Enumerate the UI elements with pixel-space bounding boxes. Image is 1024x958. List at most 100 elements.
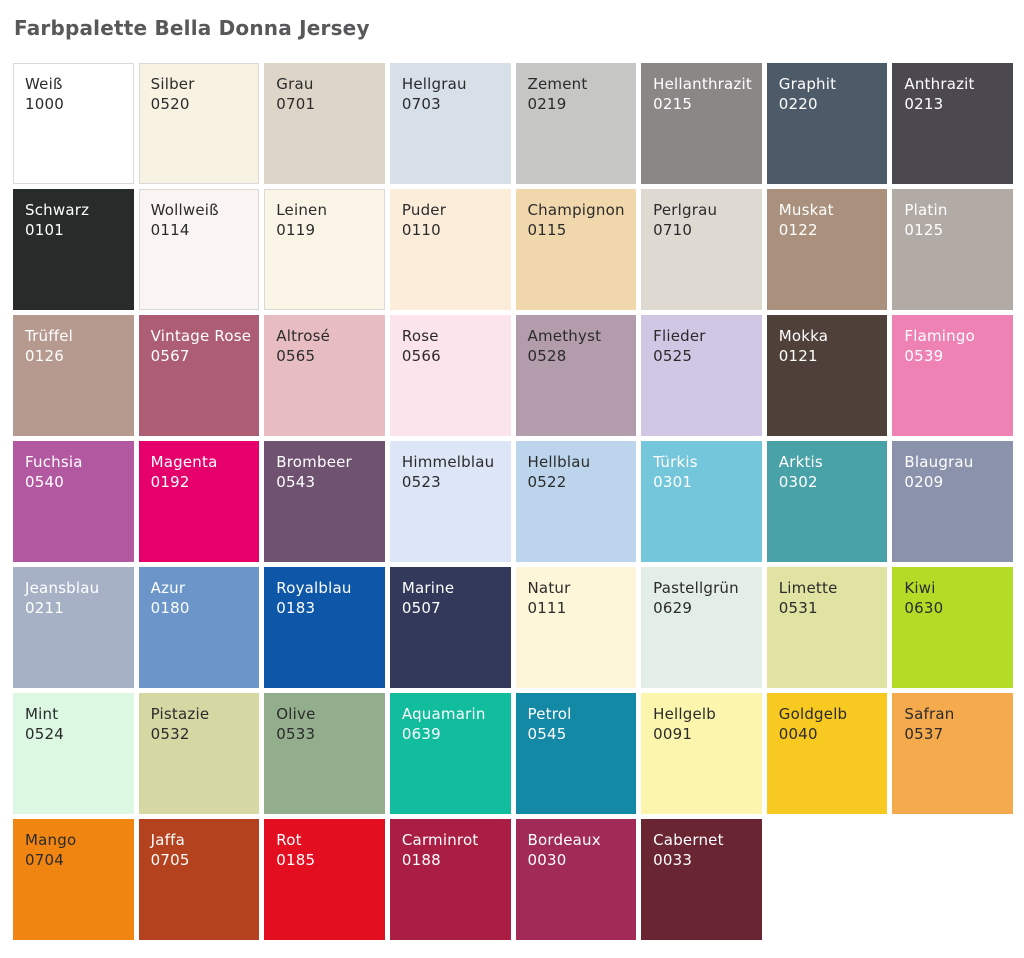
color-swatch-0211: Jeansblau 0211	[13, 567, 134, 688]
swatch-code: 0705	[150, 851, 190, 869]
swatch-code: 0567	[150, 347, 190, 365]
color-swatch-0302: Arktis 0302	[766, 441, 888, 562]
swatch-code: 0528	[527, 347, 567, 365]
color-swatch-0301: Türkis 0301	[641, 441, 762, 562]
color-swatch-0185: Rot 0185	[264, 819, 385, 940]
color-swatch-0219: Zement 0219	[515, 63, 637, 184]
color-swatch-0532: Pistazie 0532	[138, 693, 260, 814]
swatch-code: 0565	[276, 347, 316, 365]
swatch-name: Hellblau	[527, 453, 591, 471]
swatch-name: Arktis	[778, 453, 823, 471]
color-swatch-0520: Silber 0520	[138, 63, 260, 184]
swatch-name: Silber	[150, 75, 195, 93]
color-swatch-0192: Magenta 0192	[138, 441, 260, 562]
color-swatch-0126: Trüffel 0126	[13, 315, 134, 436]
swatch-name: Royalblau	[276, 579, 352, 597]
color-swatch-0523: Himmelblau 0523	[389, 441, 511, 562]
swatch-code: 0033	[653, 851, 693, 869]
swatch-code: 0524	[25, 725, 64, 743]
swatch-name: Bordeaux	[527, 831, 601, 849]
swatch-code: 0532	[150, 725, 190, 743]
swatch-code: 0301	[653, 473, 693, 491]
swatch-code: 0122	[778, 221, 818, 239]
swatch-code: 0209	[904, 473, 944, 491]
color-swatch-0209: Blaugrau 0209	[892, 441, 1013, 562]
swatch-name: Blaugrau	[904, 453, 974, 471]
color-swatch-0704: Mango 0704	[13, 819, 134, 940]
color-swatch-0539: Flamingo 0539	[892, 315, 1013, 436]
page-title: Farbpalette Bella Donna Jersey	[14, 16, 370, 40]
color-swatch-0111: Natur 0111	[515, 567, 637, 688]
swatch-code: 0126	[25, 347, 64, 365]
color-swatch-0522: Hellblau 0522	[515, 441, 637, 562]
swatch-code: 0220	[778, 95, 818, 113]
swatch-name: Jeansblau	[25, 579, 100, 597]
color-swatch-0188: Carminrot 0188	[389, 819, 511, 940]
swatch-code: 0507	[401, 599, 441, 617]
color-swatch-0566: Rose 0566	[389, 315, 511, 436]
swatch-name: Wollweiß	[150, 201, 219, 219]
swatch-name: Himmelblau	[401, 453, 495, 471]
swatch-code: 0101	[25, 221, 64, 239]
swatch-code: 0040	[778, 725, 818, 743]
swatch-name: Hellanthrazit	[653, 75, 752, 93]
swatch-code: 0091	[653, 725, 693, 743]
color-swatch-0215: Hellanthrazit 0215	[641, 63, 762, 184]
color-swatch-0531: Limette 0531	[766, 567, 888, 688]
swatch-name: Rot	[276, 831, 302, 849]
swatch-code: 0539	[904, 347, 944, 365]
swatch-code: 0302	[778, 473, 818, 491]
swatch-name: Cabernet	[653, 831, 724, 849]
color-swatch-0701: Grau 0701	[264, 63, 385, 184]
swatch-code: 0192	[150, 473, 190, 491]
swatch-name: Olive	[276, 705, 316, 723]
swatch-name: Weiß	[25, 75, 63, 93]
swatch-code: 0111	[527, 599, 567, 617]
color-swatch-0122: Muskat 0122	[766, 189, 888, 310]
swatch-name: Hellgrau	[401, 75, 467, 93]
swatch-name: Rose	[401, 327, 439, 345]
swatch-code: 0703	[401, 95, 441, 113]
color-swatch-0180: Azur 0180	[138, 567, 260, 688]
swatch-name: Flieder	[653, 327, 706, 345]
swatch-name: Magenta	[150, 453, 218, 471]
swatch-code: 0185	[276, 851, 316, 869]
swatch-name: Natur	[527, 579, 571, 597]
swatch-code: 0030	[527, 851, 567, 869]
swatch-name: Platin	[904, 201, 948, 219]
color-swatch-0525: Flieder 0525	[641, 315, 762, 436]
swatch-name: Brombeer	[276, 453, 352, 471]
swatch-name: Türkis	[653, 453, 698, 471]
color-swatch-0630: Kiwi 0630	[892, 567, 1013, 688]
swatch-code: 0114	[150, 221, 190, 239]
swatch-code: 0520	[150, 95, 190, 113]
swatch-code: 0540	[25, 473, 64, 491]
swatch-name: Carminrot	[401, 831, 479, 849]
swatch-name: Grau	[276, 75, 314, 93]
swatch-name: Schwarz	[25, 201, 90, 219]
color-swatch-0030: Bordeaux 0030	[515, 819, 637, 940]
color-swatch-0543: Brombeer 0543	[264, 441, 385, 562]
swatch-code: 0119	[276, 221, 316, 239]
color-swatch-0115: Champignon 0115	[515, 189, 637, 310]
swatch-code: 0701	[276, 95, 316, 113]
color-swatch-0528: Amethyst 0528	[515, 315, 637, 436]
color-swatch-0114: Wollweiß 0114	[138, 189, 260, 310]
swatch-code: 0183	[276, 599, 316, 617]
swatch-name: Trüffel	[25, 327, 73, 345]
swatch-name: Fuchsia	[25, 453, 83, 471]
color-swatch-0533: Olive 0533	[264, 693, 385, 814]
swatch-name: Hellgelb	[653, 705, 717, 723]
swatch-name: Champignon	[527, 201, 625, 219]
swatch-name: Mint	[25, 705, 59, 723]
palette-grid: Weiß 1000 Silber 0520 Grau 0701 Hellgrau 0703 Ze…	[13, 63, 1013, 940]
swatch-code: 0543	[276, 473, 316, 491]
swatch-name: Perlgrau	[653, 201, 718, 219]
color-swatch-0567: Vintage Rose 0567	[138, 315, 260, 436]
swatch-code: 0219	[527, 95, 567, 113]
color-swatch-0565: Altrosé 0565	[264, 315, 385, 436]
swatch-name: Goldgelb	[778, 705, 848, 723]
swatch-name: Jaffa	[150, 831, 185, 849]
swatch-name: Azur	[150, 579, 186, 597]
